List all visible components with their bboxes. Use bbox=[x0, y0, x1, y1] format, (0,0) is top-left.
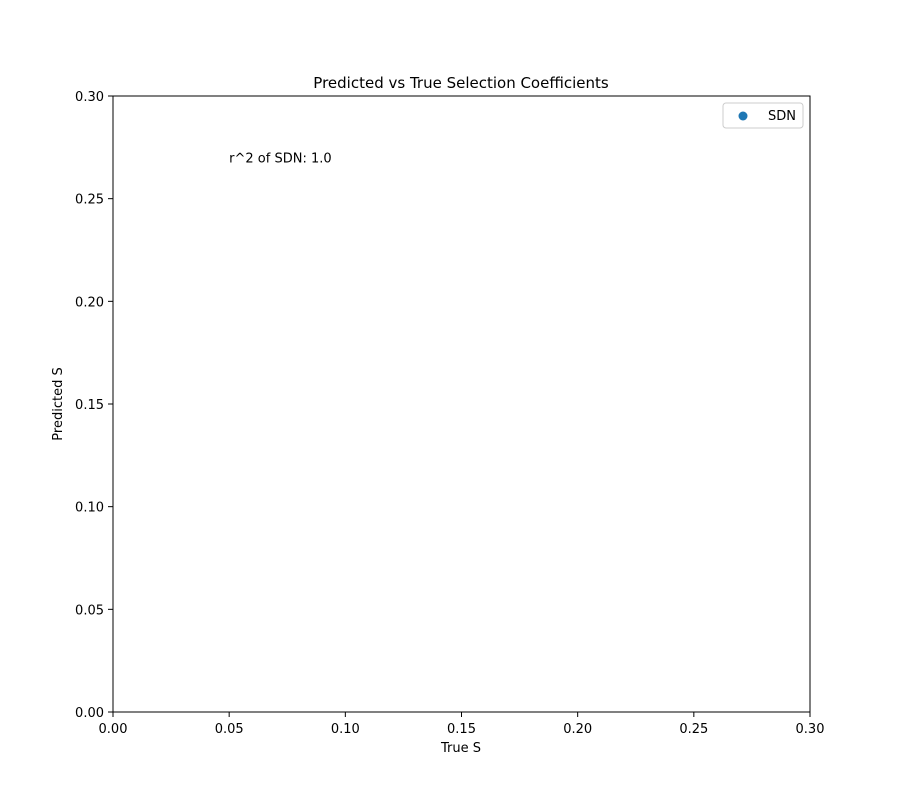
y-tick-label: 0.10 bbox=[75, 501, 104, 516]
y-axis: 0.00 0.05 0.10 0.15 0.20 0.25 0.30 bbox=[75, 90, 113, 721]
legend-box bbox=[722, 102, 804, 129]
y-tick-label: 0.00 bbox=[75, 706, 104, 721]
legend-marker-sdn bbox=[738, 111, 748, 121]
y-tick-label: 0.20 bbox=[75, 295, 104, 310]
y-tick-label: 0.15 bbox=[75, 398, 104, 413]
y-tick-label: 0.30 bbox=[75, 90, 104, 105]
x-tick-label: 0.00 bbox=[99, 722, 128, 737]
y-axis-label: Predicted S bbox=[51, 367, 66, 440]
x-tick-label: 0.10 bbox=[331, 722, 360, 737]
x-tick-label: 0.05 bbox=[215, 722, 244, 737]
chart-title: Predicted vs True Selection Coefficients bbox=[313, 74, 609, 92]
x-axis-label: True S bbox=[440, 741, 481, 756]
x-tick-label: 0.25 bbox=[679, 722, 708, 737]
annotation-layer: r^2 of SDN: 1.0 bbox=[229, 152, 331, 167]
legend: SDN bbox=[722, 102, 804, 129]
y-tick-label: 0.25 bbox=[75, 193, 104, 208]
x-tick-label: 0.30 bbox=[796, 722, 825, 737]
legend-label-sdn: SDN bbox=[768, 109, 796, 124]
y-tick-label: 0.05 bbox=[75, 603, 104, 618]
x-tick-label: 0.15 bbox=[447, 722, 476, 737]
plot-frame bbox=[112, 95, 811, 713]
plot-area bbox=[112, 95, 811, 713]
x-tick-label: 0.20 bbox=[563, 722, 592, 737]
r-squared-annotation: r^2 of SDN: 1.0 bbox=[229, 152, 331, 167]
x-axis: 0.00 0.05 0.10 0.15 0.20 0.25 0.30 bbox=[99, 712, 825, 737]
